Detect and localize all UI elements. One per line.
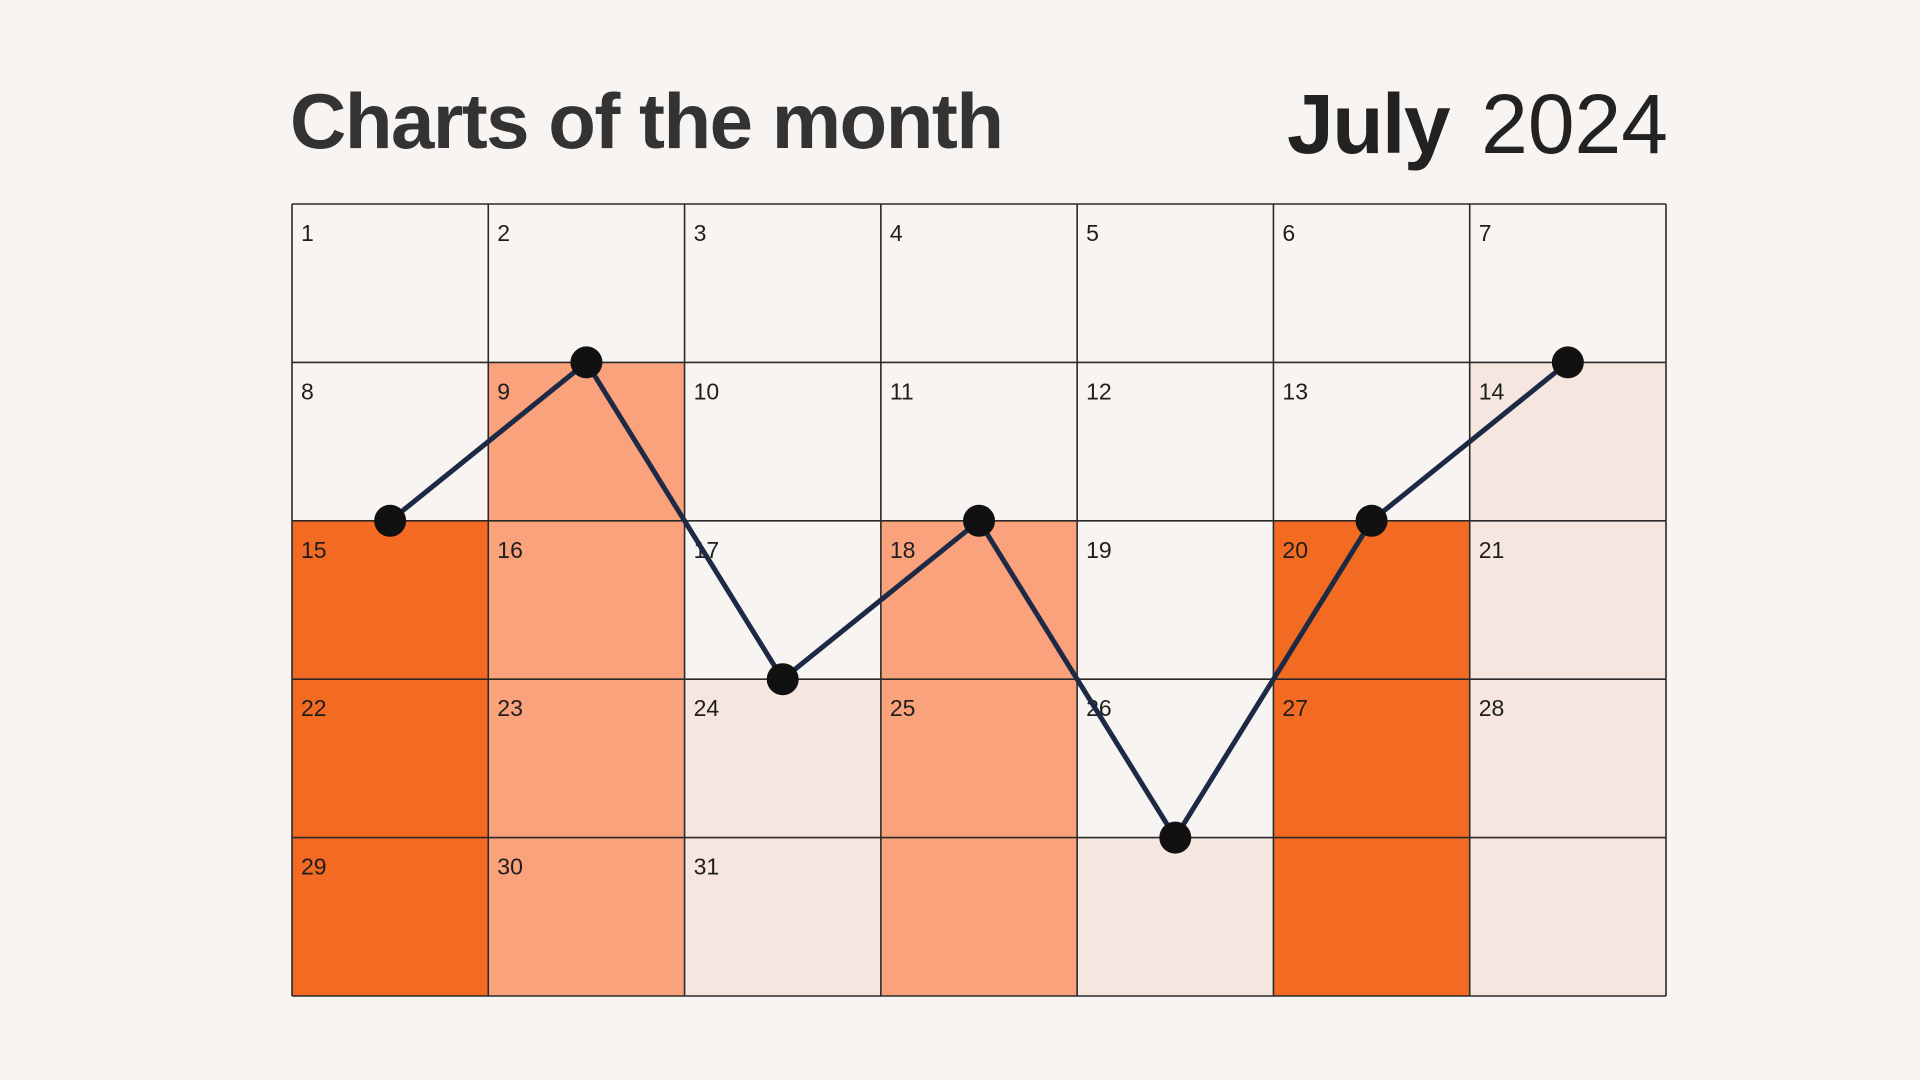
day-number: 23 xyxy=(497,695,523,721)
month-label: July xyxy=(1287,77,1451,171)
month-year: July 2024 xyxy=(1287,82,1668,166)
data-point-3 xyxy=(766,663,799,696)
day-number: 1 xyxy=(301,220,314,246)
bar-column-5 xyxy=(1077,837,1274,996)
page-title: Charts of the month xyxy=(290,77,1004,165)
day-number: 29 xyxy=(301,854,327,880)
line-layer xyxy=(374,346,1584,854)
day-number: 7 xyxy=(1479,220,1492,246)
day-number: 15 xyxy=(301,537,327,563)
day-number: 14 xyxy=(1479,378,1505,404)
day-number: 21 xyxy=(1479,537,1505,563)
data-point-7 xyxy=(1551,346,1584,379)
day-number: 27 xyxy=(1282,695,1308,721)
day-number: 25 xyxy=(890,695,916,721)
day-number: 3 xyxy=(694,220,707,246)
day-number: 22 xyxy=(301,695,327,721)
day-number: 10 xyxy=(694,378,720,404)
day-number: 11 xyxy=(890,378,914,404)
day-number: 13 xyxy=(1282,378,1308,404)
bar-column-4 xyxy=(880,520,1078,996)
day-number: 6 xyxy=(1282,220,1295,246)
bar-column-6 xyxy=(1273,520,1470,996)
day-number: 16 xyxy=(497,537,523,563)
day-number: 18 xyxy=(890,537,916,563)
data-point-6 xyxy=(1355,504,1388,537)
day-number: 8 xyxy=(301,378,314,404)
year-label: 2024 xyxy=(1481,77,1668,171)
data-point-5 xyxy=(1159,821,1192,854)
day-number: 9 xyxy=(497,378,510,404)
bar-column-1 xyxy=(292,520,489,996)
day-number: 31 xyxy=(694,854,720,880)
data-point-1 xyxy=(374,504,407,537)
day-number: 2 xyxy=(497,220,510,246)
day-number: 20 xyxy=(1282,537,1308,563)
data-point-2 xyxy=(570,346,603,379)
day-number: 12 xyxy=(1086,378,1112,404)
day-number: 4 xyxy=(890,220,903,246)
day-number: 28 xyxy=(1479,695,1505,721)
day-number: 24 xyxy=(694,695,720,721)
day-number: 30 xyxy=(497,854,523,880)
data-point-4 xyxy=(963,504,995,537)
day-number: 19 xyxy=(1086,537,1112,563)
day-number: 5 xyxy=(1086,220,1099,246)
